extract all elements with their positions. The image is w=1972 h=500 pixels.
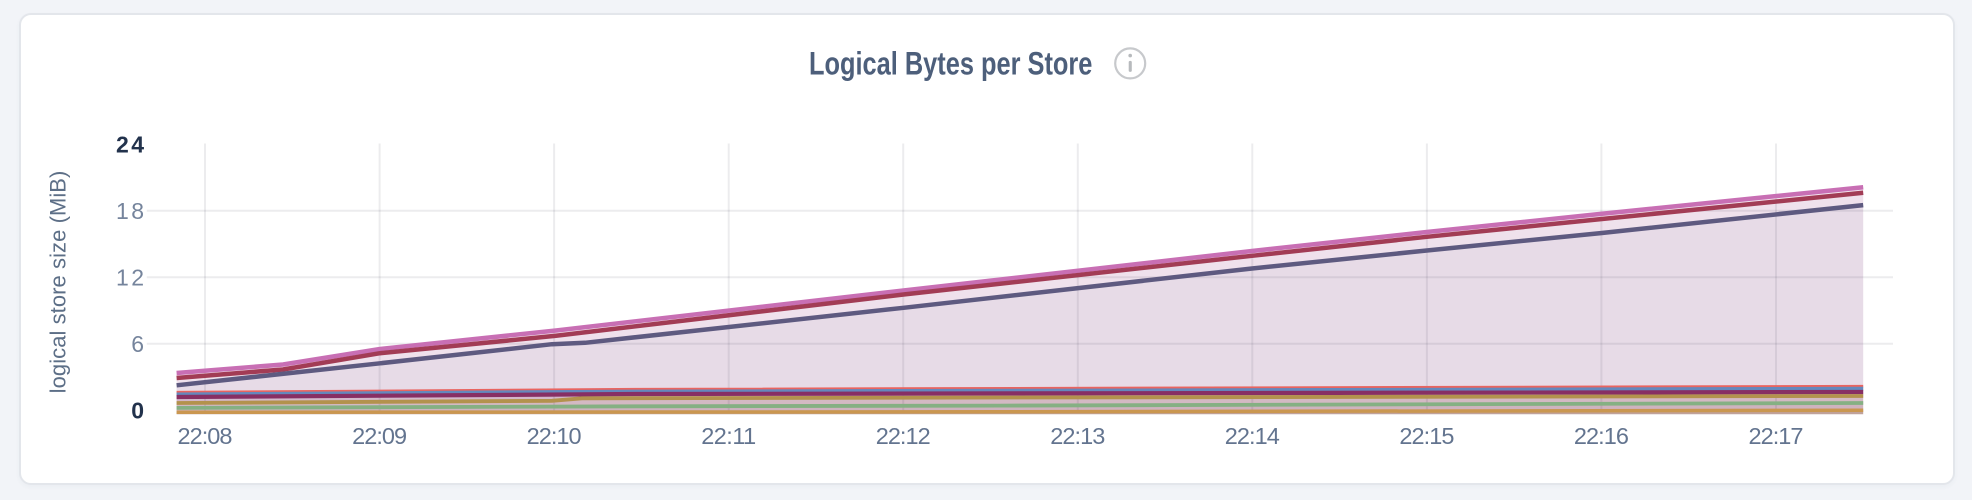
svg-text:0: 0 — [131, 398, 144, 424]
svg-text:Logical Bytes per Store: Logical Bytes per Store — [809, 46, 1092, 82]
svg-text:22:15: 22:15 — [1399, 423, 1454, 449]
svg-text:logical store size (MiB): logical store size (MiB) — [45, 171, 70, 394]
svg-text:22:17: 22:17 — [1749, 423, 1804, 449]
svg-text:22:16: 22:16 — [1574, 423, 1629, 449]
svg-text:18: 18 — [116, 198, 144, 224]
svg-text:22:08: 22:08 — [178, 423, 233, 449]
svg-text:22:11: 22:11 — [701, 423, 756, 449]
svg-text:22:14: 22:14 — [1225, 423, 1280, 449]
svg-text:22:12: 22:12 — [876, 423, 931, 449]
svg-text:6: 6 — [131, 331, 144, 357]
svg-text:22:09: 22:09 — [352, 423, 407, 449]
svg-text:24: 24 — [116, 132, 144, 158]
svg-text:22:13: 22:13 — [1050, 423, 1105, 449]
svg-text:22:10: 22:10 — [527, 423, 582, 449]
svg-text:12: 12 — [116, 265, 144, 291]
